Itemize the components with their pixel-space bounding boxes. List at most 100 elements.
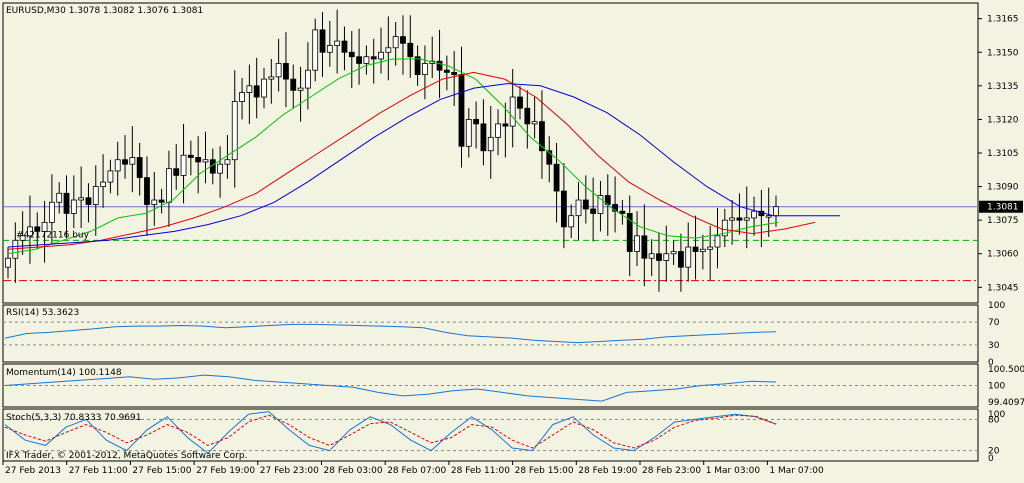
y-tick-label: 1.3075 xyxy=(987,216,1019,226)
candle-body xyxy=(56,192,63,203)
candle-body xyxy=(597,195,604,214)
candle-body xyxy=(656,253,662,261)
copyright-text: IFX Trader, © 2001-2012, MetaQuotes Soft… xyxy=(6,451,247,461)
stoch-main-line xyxy=(4,411,777,454)
candle-body xyxy=(41,222,48,232)
y-tick-label: 1.3045 xyxy=(987,283,1019,293)
candle-body xyxy=(253,85,260,98)
x-tick-label: 27 Feb 2013 xyxy=(5,466,61,476)
candle-body xyxy=(356,56,362,64)
candle-body xyxy=(612,204,618,212)
candle-body xyxy=(261,78,267,98)
candle-body xyxy=(729,217,736,221)
candle-body xyxy=(721,219,728,237)
candle-body xyxy=(27,226,33,237)
candle-body xyxy=(180,154,187,176)
candle-body xyxy=(136,157,143,179)
candle-body xyxy=(304,69,311,89)
candle-body xyxy=(626,213,633,252)
candle-body xyxy=(414,56,421,76)
ma-line-fast xyxy=(7,58,779,255)
candle-body xyxy=(560,190,567,228)
x-tick-label: 28 Feb 11:00 xyxy=(451,466,510,476)
candle-body xyxy=(385,47,392,53)
candle-body xyxy=(158,199,165,203)
stoch-y-tick-label: 0 xyxy=(988,454,994,464)
candle-body xyxy=(465,119,472,147)
main-chart-title: EURUSD,M30 1.3078 1.3082 1.3076 1.3081 xyxy=(6,6,203,16)
momentum-y-tick-label: 99.4097 xyxy=(988,398,1024,408)
candle-body xyxy=(114,159,121,172)
candle-body xyxy=(85,197,92,205)
candle-body xyxy=(100,181,106,187)
candle-body xyxy=(334,40,341,46)
candle-body xyxy=(363,56,370,64)
candle-body xyxy=(648,253,655,259)
candle-body xyxy=(400,36,406,44)
candle-body xyxy=(773,206,779,217)
candle-body xyxy=(458,74,465,147)
candle-body xyxy=(378,51,384,60)
x-tick-label: 27 Feb 23:00 xyxy=(260,466,319,476)
candle-body xyxy=(195,157,202,163)
candle-body xyxy=(231,101,238,161)
candle-body xyxy=(473,119,480,125)
candle-body xyxy=(436,60,443,71)
stoch-y-tick-label: 20 xyxy=(988,447,1000,457)
candle-body xyxy=(582,199,589,210)
candle-body xyxy=(707,246,714,250)
candle-body xyxy=(517,96,523,109)
candle-body xyxy=(685,246,692,268)
candle-body xyxy=(531,121,538,125)
candle-body xyxy=(670,251,677,255)
candle-body xyxy=(275,63,282,78)
candle-body xyxy=(19,235,26,241)
candle-body xyxy=(692,246,699,252)
candle-body xyxy=(663,253,670,261)
stoch-label: Stoch(5,3,3) 70.8333 70.9691 xyxy=(6,413,141,423)
momentum-y-tick-label: 100.5008 xyxy=(988,365,1024,375)
candle-body xyxy=(634,235,640,252)
candle-body xyxy=(407,42,414,58)
x-tick-label: 28 Feb 07:00 xyxy=(387,466,446,476)
candle-body xyxy=(173,168,180,176)
candle-body xyxy=(619,210,626,214)
chart-marks: 1.3165 1.3150 1.3135 1.3120 1.3105 1.3090 1.30… xyxy=(2,9,1024,476)
ma-line-mid xyxy=(7,71,816,250)
candle-body xyxy=(495,123,501,138)
rsi-y-tick-label: 30 xyxy=(988,341,1000,351)
candle-body xyxy=(539,121,545,152)
candle-body xyxy=(107,170,114,183)
y-tick-label: 1.3105 xyxy=(987,149,1019,159)
candle-body xyxy=(246,85,253,93)
candle-body xyxy=(283,63,289,80)
x-tick-label: 28 Feb 03:00 xyxy=(324,466,383,476)
rsi-line xyxy=(4,323,777,344)
candle-body xyxy=(239,92,245,102)
y-tick-label: 1.3120 xyxy=(987,115,1019,125)
momentum-y-tick-label: 100 xyxy=(988,382,1005,392)
stoch-signal-line xyxy=(4,414,777,449)
candle-body xyxy=(224,159,231,165)
candle-body xyxy=(312,29,319,71)
x-tick-label: 1 Mar 03:00 xyxy=(706,466,761,476)
candle-body xyxy=(326,45,333,53)
candle-body xyxy=(575,199,582,217)
candle-body xyxy=(290,78,297,91)
momentum-label: Momentum(14) 100.1148 xyxy=(6,368,122,378)
y-tick-label: 1.3135 xyxy=(987,82,1019,92)
candle-body xyxy=(348,51,355,58)
candle-body xyxy=(70,199,77,214)
order-label: #42172116 buy xyxy=(16,230,90,240)
candle-body xyxy=(765,215,772,218)
candle-body xyxy=(546,150,553,165)
candle-body xyxy=(144,177,150,205)
candle-body xyxy=(151,199,158,205)
candle-body xyxy=(217,163,224,174)
rsi-label: RSI(14) 53.3623 xyxy=(6,308,79,318)
candle-body xyxy=(443,69,450,73)
candle-body xyxy=(480,123,487,152)
momentum-line xyxy=(4,374,777,402)
